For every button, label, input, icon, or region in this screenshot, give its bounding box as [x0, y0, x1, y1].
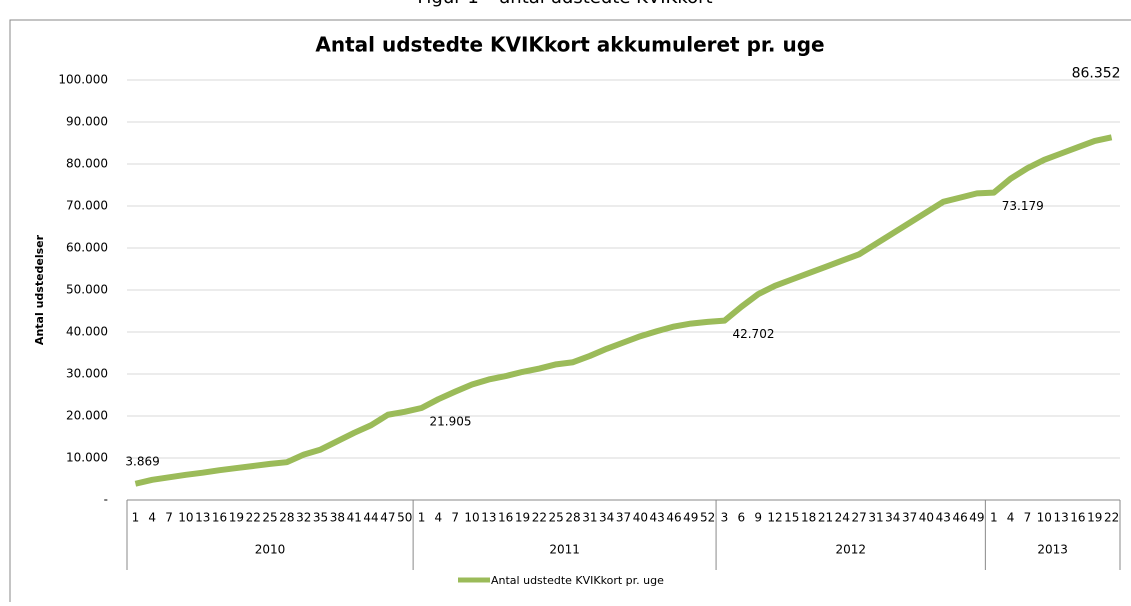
- x-tick-label: 43: [650, 511, 665, 525]
- x-tick-label: 41: [347, 511, 362, 525]
- x-tick-label: 4: [435, 511, 443, 525]
- data-label: 86.352: [1072, 65, 1121, 81]
- x-tick-label: 27: [851, 511, 866, 525]
- legend-label: Antal udstedte KVIKkort pr. uge: [491, 574, 664, 587]
- x-tick-label: 52: [700, 511, 715, 525]
- x-tick-label: 32: [296, 511, 311, 525]
- x-tick-label: 25: [262, 511, 277, 525]
- data-label: 42.702: [732, 327, 774, 341]
- x-tick-label: 10: [464, 511, 479, 525]
- x-tick-label: 44: [363, 511, 378, 525]
- x-tick-label: 1: [418, 511, 426, 525]
- x-tick-label: 47: [380, 511, 395, 525]
- x-tick-label: 4: [148, 511, 156, 525]
- y-axis-label: Antal udstedelser: [33, 234, 46, 345]
- x-tick-label: 22: [246, 511, 261, 525]
- y-tick-label: -: [104, 493, 108, 507]
- x-tick-label: 7: [451, 511, 459, 525]
- y-tick-label: 90.000: [66, 115, 108, 129]
- x-tick-label: 49: [969, 511, 984, 525]
- x-tick-label: 16: [1070, 511, 1085, 525]
- y-tick-label: 50.000: [66, 283, 108, 297]
- x-tick-label: 24: [835, 511, 850, 525]
- y-tick-label: 100.000: [58, 73, 108, 87]
- x-tick-label: 12: [767, 511, 782, 525]
- chart-title: Antal udstedte KVIKkort akkumuleret pr. …: [315, 33, 824, 57]
- x-tick-label: 28: [279, 511, 294, 525]
- x-tick-label: 46: [952, 511, 967, 525]
- caption: Figur 1 – antal udstedte KVIKkort: [417, 0, 712, 8]
- x-tick-label: 50: [397, 511, 412, 525]
- x-tick-label: 18: [801, 511, 816, 525]
- x-tick-label: 19: [515, 511, 530, 525]
- chart-frame: [9, 19, 1131, 606]
- x-tick-label: 16: [498, 511, 513, 525]
- x-group-label: 2011: [549, 543, 580, 557]
- x-group-label: 2013: [1037, 543, 1068, 557]
- x-tick-label: 35: [313, 511, 328, 525]
- x-tick-label: 19: [1087, 511, 1102, 525]
- x-tick-label: 28: [565, 511, 580, 525]
- y-tick-label: 80.000: [66, 157, 108, 171]
- x-tick-label: 40: [919, 511, 934, 525]
- x-tick-label: 34: [599, 511, 614, 525]
- x-tick-label: 38: [330, 511, 345, 525]
- x-tick-label: 15: [784, 511, 799, 525]
- x-tick-label: 34: [885, 511, 900, 525]
- data-label: 3.869: [125, 454, 159, 468]
- x-tick-label: 4: [1007, 511, 1015, 525]
- x-tick-label: 7: [1024, 511, 1032, 525]
- x-tick-label: 22: [532, 511, 547, 525]
- data-label: 73.179: [1002, 199, 1044, 213]
- x-group-label: 2010: [255, 543, 286, 557]
- x-tick-label: 13: [195, 511, 210, 525]
- x-tick-label: 49: [683, 511, 698, 525]
- x-tick-label: 1: [990, 511, 998, 525]
- x-tick-label: 6: [737, 511, 745, 525]
- y-tick-label: 20.000: [66, 409, 108, 423]
- y-tick-label: 70.000: [66, 199, 108, 213]
- y-tick-label: 30.000: [66, 367, 108, 381]
- x-tick-label: 40: [633, 511, 648, 525]
- x-tick-label: 37: [902, 511, 917, 525]
- x-tick-label: 10: [1037, 511, 1052, 525]
- x-tick-label: 9: [754, 511, 762, 525]
- x-tick-label: 46: [666, 511, 681, 525]
- x-tick-label: 25: [549, 511, 564, 525]
- line-series: [134, 134, 1113, 487]
- x-tick-label: 13: [1053, 511, 1068, 525]
- x-tick-label: 43: [936, 511, 951, 525]
- x-tick-label: 10: [178, 511, 193, 525]
- x-tick-label: 16: [212, 511, 227, 525]
- y-tick-label: 40.000: [66, 325, 108, 339]
- x-group-label: 2012: [835, 543, 866, 557]
- x-tick-label: 37: [616, 511, 631, 525]
- y-tick-label: 10.000: [66, 451, 108, 465]
- y-tick-label: 60.000: [66, 241, 108, 255]
- x-tick-label: 19: [229, 511, 244, 525]
- x-tick-label: 7: [165, 511, 173, 525]
- x-tick-label: 21: [818, 511, 833, 525]
- x-tick-label: 31: [868, 511, 883, 525]
- data-label: 21.905: [430, 414, 472, 428]
- x-tick-label: 3: [721, 511, 729, 525]
- x-tick-label: 22: [1104, 511, 1119, 525]
- x-tick-label: 1: [132, 511, 140, 525]
- x-tick-label: 13: [481, 511, 496, 525]
- x-tick-label: 31: [582, 511, 597, 525]
